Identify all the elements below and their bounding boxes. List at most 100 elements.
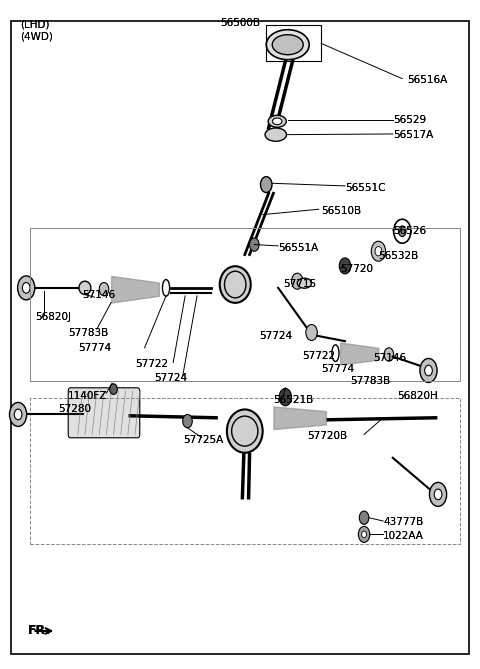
Text: 56820H: 56820H	[397, 391, 438, 401]
Ellipse shape	[273, 118, 282, 124]
Circle shape	[183, 415, 192, 427]
Text: 57720B: 57720B	[307, 431, 347, 441]
Text: 57774: 57774	[78, 343, 111, 353]
Text: 57774: 57774	[321, 364, 354, 374]
Ellipse shape	[332, 345, 339, 361]
Circle shape	[359, 527, 370, 543]
Text: 57724: 57724	[259, 331, 292, 341]
Text: 56526: 56526	[393, 226, 426, 236]
Text: 57724: 57724	[154, 373, 187, 383]
Text: 57722: 57722	[302, 351, 335, 361]
Text: 57724: 57724	[259, 331, 292, 341]
Circle shape	[371, 242, 385, 261]
Circle shape	[99, 282, 109, 296]
Text: 56529: 56529	[393, 115, 426, 125]
Circle shape	[384, 348, 394, 361]
Text: 57280: 57280	[59, 404, 92, 414]
Text: 57720: 57720	[340, 264, 373, 274]
Text: 56521B: 56521B	[274, 395, 313, 405]
Text: 56820H: 56820H	[397, 391, 438, 401]
Bar	[30, 398, 459, 545]
Text: FR.: FR.	[28, 624, 51, 638]
Ellipse shape	[220, 266, 251, 303]
Text: 57146: 57146	[83, 290, 116, 300]
Text: 57280: 57280	[59, 404, 92, 414]
Text: 56551A: 56551A	[278, 243, 318, 253]
Circle shape	[360, 511, 369, 524]
Circle shape	[110, 384, 117, 395]
Circle shape	[362, 531, 366, 538]
Circle shape	[14, 409, 22, 419]
Text: 57724: 57724	[154, 373, 187, 383]
Text: 56532B: 56532B	[378, 251, 419, 261]
Text: 57720B: 57720B	[307, 431, 347, 441]
Circle shape	[375, 247, 382, 256]
Text: 57722: 57722	[302, 351, 335, 361]
Text: 56820J: 56820J	[35, 312, 71, 322]
Ellipse shape	[266, 29, 309, 60]
Text: 57715: 57715	[283, 279, 316, 289]
Text: 1140FZ: 1140FZ	[68, 391, 108, 401]
Circle shape	[398, 226, 406, 237]
Text: 56820J: 56820J	[35, 312, 71, 322]
Text: 56510B: 56510B	[321, 206, 361, 216]
Text: 57783B: 57783B	[68, 328, 108, 338]
Text: 56526: 56526	[393, 226, 426, 236]
Circle shape	[23, 282, 30, 293]
Text: 57722: 57722	[135, 359, 168, 369]
Circle shape	[250, 238, 259, 252]
Bar	[30, 228, 459, 381]
Text: (4WD): (4WD)	[21, 31, 53, 41]
Text: 57783B: 57783B	[350, 376, 390, 386]
Text: 57774: 57774	[321, 364, 354, 374]
Circle shape	[261, 177, 272, 193]
Text: 57725A: 57725A	[183, 435, 223, 445]
Text: 43777B: 43777B	[383, 517, 423, 527]
Text: 57146: 57146	[373, 353, 407, 363]
Ellipse shape	[272, 35, 303, 55]
Circle shape	[18, 276, 35, 300]
Text: 56500B: 56500B	[220, 17, 260, 27]
Text: 56517A: 56517A	[393, 130, 433, 140]
Text: 1140FZ: 1140FZ	[68, 391, 108, 401]
Text: 56521B: 56521B	[274, 395, 313, 405]
Text: 57146: 57146	[373, 353, 407, 363]
Circle shape	[306, 324, 317, 341]
Text: 56517A: 56517A	[393, 130, 433, 140]
Circle shape	[339, 258, 351, 274]
Text: 56551C: 56551C	[345, 183, 385, 193]
Circle shape	[434, 489, 442, 500]
Text: 57146: 57146	[83, 290, 116, 300]
Text: 57774: 57774	[78, 343, 111, 353]
Text: (LHD): (LHD)	[21, 19, 50, 29]
Text: 57720: 57720	[340, 264, 373, 274]
Text: 56551C: 56551C	[345, 183, 385, 193]
Text: 56529: 56529	[393, 115, 426, 125]
Circle shape	[279, 389, 291, 406]
Text: 56516A: 56516A	[407, 75, 447, 85]
Text: 57783B: 57783B	[350, 376, 390, 386]
Circle shape	[430, 482, 446, 506]
Text: 57725A: 57725A	[183, 435, 223, 445]
Bar	[266, 25, 321, 62]
Ellipse shape	[162, 280, 169, 296]
Text: 1022AA: 1022AA	[383, 531, 424, 541]
Text: 57783B: 57783B	[68, 328, 108, 338]
Text: 57715: 57715	[283, 279, 316, 289]
Text: FR.: FR.	[28, 624, 51, 638]
Ellipse shape	[265, 128, 287, 141]
Circle shape	[291, 273, 303, 289]
Bar	[30, 228, 459, 381]
Ellipse shape	[227, 409, 263, 453]
Ellipse shape	[297, 278, 312, 288]
Circle shape	[10, 403, 27, 426]
FancyBboxPatch shape	[68, 388, 140, 438]
Ellipse shape	[268, 115, 286, 127]
Circle shape	[425, 365, 432, 376]
Text: 56510B: 56510B	[321, 206, 361, 216]
Text: 56532B: 56532B	[378, 251, 419, 261]
Text: 57722: 57722	[135, 359, 168, 369]
Ellipse shape	[79, 281, 91, 294]
Text: 56516A: 56516A	[407, 75, 447, 85]
Text: 43777B: 43777B	[383, 517, 423, 527]
